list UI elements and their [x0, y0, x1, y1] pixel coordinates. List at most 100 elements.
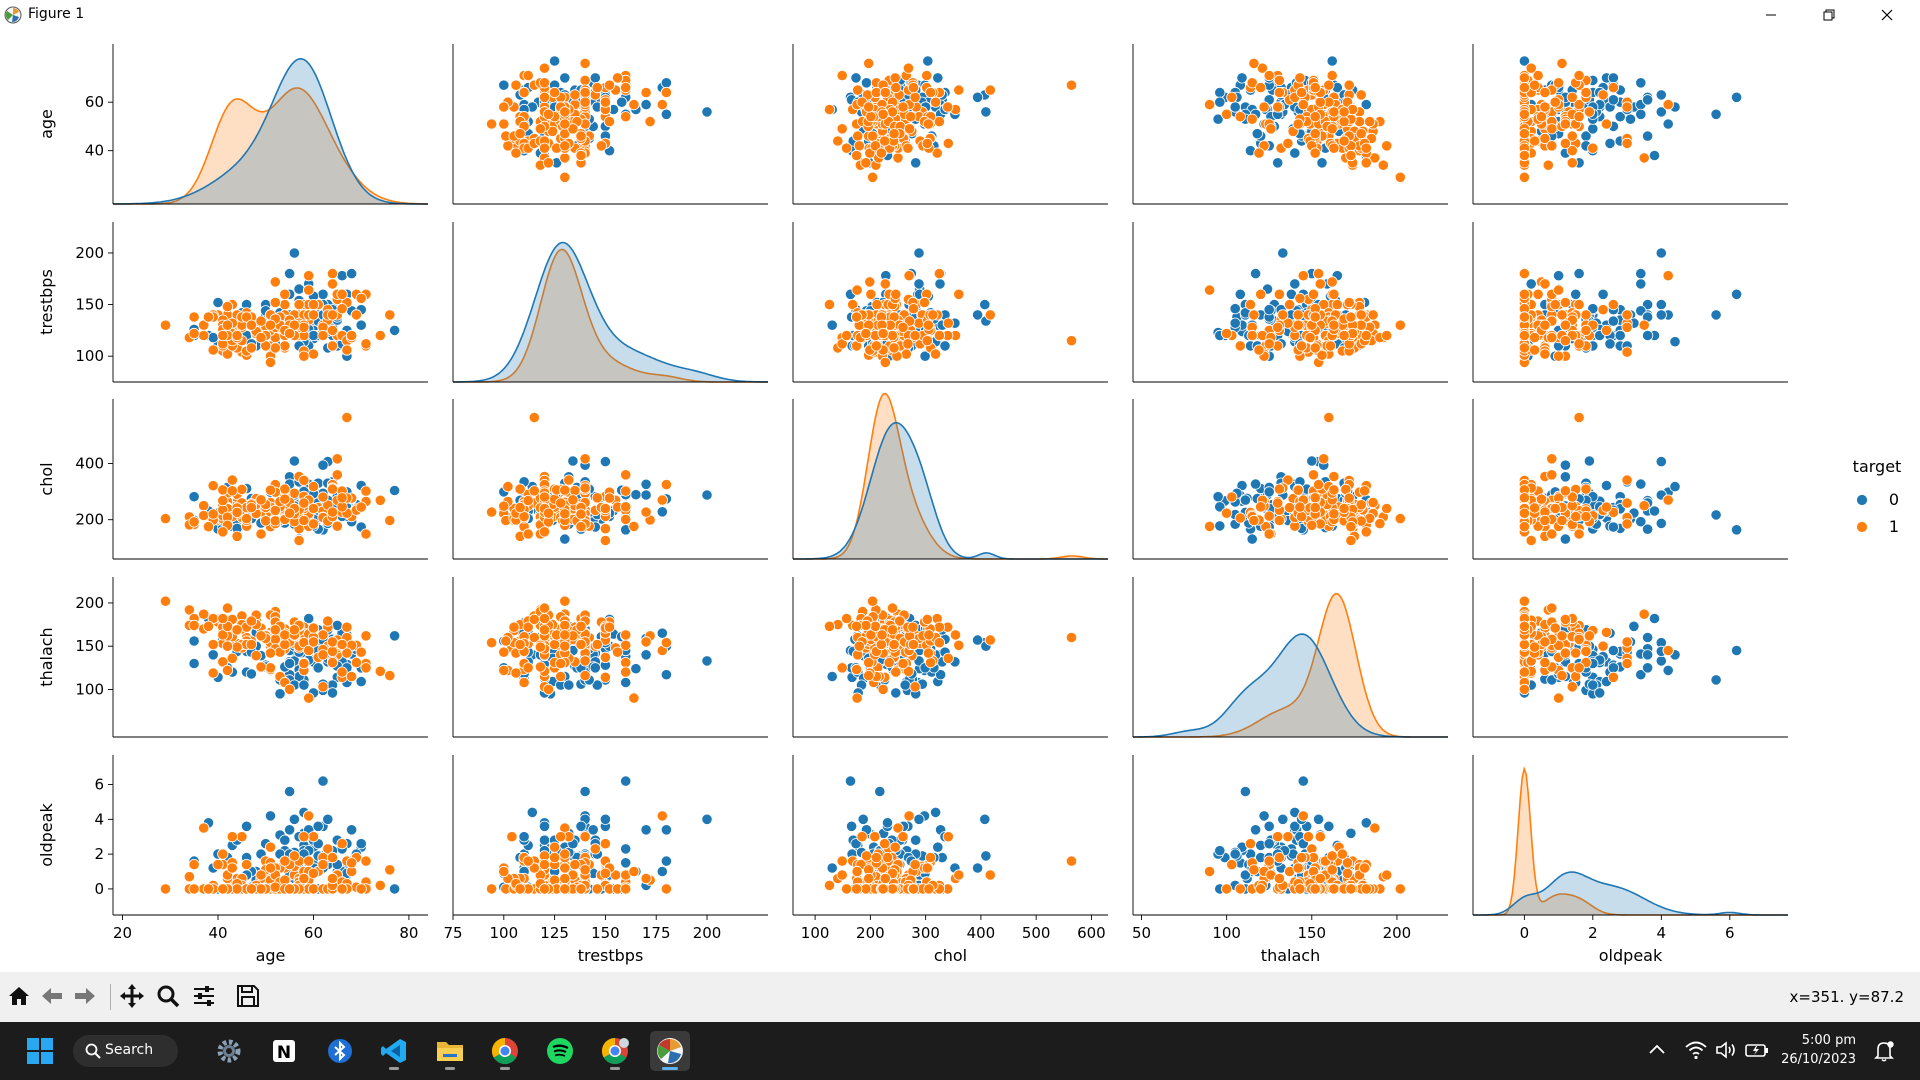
point-1 — [307, 298, 320, 311]
point-1 — [542, 507, 555, 519]
kde-fill-0 — [793, 422, 1108, 559]
point-1 — [303, 270, 315, 282]
point-1 — [269, 276, 281, 288]
point-1 — [307, 636, 320, 648]
point-1 — [1360, 526, 1372, 538]
point-1 — [931, 147, 943, 159]
point-0 — [1570, 288, 1582, 300]
point-1 — [159, 512, 172, 525]
point-0 — [640, 489, 652, 501]
point-1 — [902, 62, 915, 74]
point-1 — [269, 296, 281, 309]
point-0 — [971, 309, 984, 321]
point-1 — [298, 350, 310, 362]
point-1 — [279, 638, 291, 651]
point-0 — [1607, 644, 1620, 657]
point-0 — [1214, 96, 1226, 108]
point-0 — [616, 96, 628, 108]
point-0 — [355, 319, 367, 331]
point-1 — [902, 338, 914, 350]
point-0 — [1624, 113, 1637, 125]
point-1 — [559, 171, 571, 183]
point-1 — [538, 77, 551, 89]
point-1 — [331, 469, 343, 481]
point-1 — [1309, 128, 1321, 140]
point-1 — [317, 629, 329, 641]
point-0 — [939, 340, 951, 352]
point-1 — [559, 484, 571, 496]
restore-button[interactable] — [1800, 0, 1858, 29]
point-1 — [345, 670, 358, 683]
point-1 — [498, 118, 510, 130]
point-1 — [660, 637, 673, 649]
point-0 — [288, 247, 300, 259]
point-1 — [1600, 324, 1613, 336]
point-1 — [1307, 288, 1320, 300]
subplot-age-vs-thalach — [1132, 44, 1448, 205]
point-1 — [575, 130, 587, 142]
point-1 — [871, 298, 883, 311]
close-button[interactable] — [1858, 0, 1916, 29]
point-1 — [1204, 99, 1216, 111]
point-1 — [217, 484, 229, 496]
point-1 — [384, 309, 396, 321]
point-0 — [971, 634, 984, 646]
point-1 — [903, 123, 916, 135]
point-1 — [303, 284, 315, 296]
point-1 — [1292, 319, 1304, 331]
point-0 — [188, 657, 200, 670]
point-1 — [1539, 348, 1551, 360]
point-1 — [1367, 496, 1379, 509]
point-1 — [1621, 101, 1633, 113]
point-0 — [1642, 631, 1654, 644]
point-1 — [866, 171, 879, 183]
point-0 — [1655, 89, 1667, 101]
point-1 — [1518, 492, 1531, 504]
point-1 — [1328, 142, 1340, 154]
point-0 — [1607, 72, 1620, 84]
figure-canvas[interactable]: 40 60 age 100 150 200 trestbps 200 400 chol 100 150… — [0, 29, 1920, 972]
point-1 — [1638, 608, 1650, 620]
point-1 — [498, 664, 510, 677]
point-1 — [575, 149, 587, 162]
point-0 — [1655, 298, 1667, 311]
point-1 — [221, 319, 234, 331]
point-0 — [1214, 520, 1226, 532]
point-1 — [1542, 159, 1554, 171]
subplot-thalach-vs-chol — [792, 577, 1108, 738]
point-0 — [934, 278, 946, 290]
point-1 — [656, 494, 668, 506]
point-1 — [907, 303, 920, 315]
point-0 — [640, 99, 652, 111]
minimize-button[interactable] — [1742, 0, 1800, 29]
point-1 — [326, 506, 339, 518]
point-1 — [236, 483, 248, 495]
point-1 — [559, 629, 571, 641]
point-0 — [1594, 687, 1606, 699]
point-0 — [326, 687, 339, 699]
point-1 — [888, 638, 900, 651]
point-1 — [575, 508, 587, 520]
y-tick-label: 150 — [75, 637, 104, 655]
point-1 — [341, 344, 353, 356]
point-1 — [1597, 304, 1609, 316]
point-1 — [1600, 118, 1613, 130]
point-0 — [563, 679, 575, 691]
point-1 — [528, 613, 540, 626]
point-1 — [875, 638, 888, 651]
point-1 — [923, 629, 935, 641]
point-1 — [1394, 512, 1406, 525]
point-1 — [355, 501, 367, 513]
point-1 — [1307, 469, 1320, 481]
point-1 — [1328, 319, 1340, 331]
point-1 — [1272, 101, 1284, 113]
point-0 — [1607, 662, 1620, 674]
point-1 — [1309, 81, 1321, 94]
point-1 — [933, 621, 946, 633]
point-1 — [569, 484, 581, 497]
point-1 — [350, 309, 362, 321]
point-1 — [250, 650, 262, 662]
point-1 — [611, 646, 624, 658]
point-1 — [1273, 514, 1286, 527]
point-0 — [388, 630, 401, 642]
